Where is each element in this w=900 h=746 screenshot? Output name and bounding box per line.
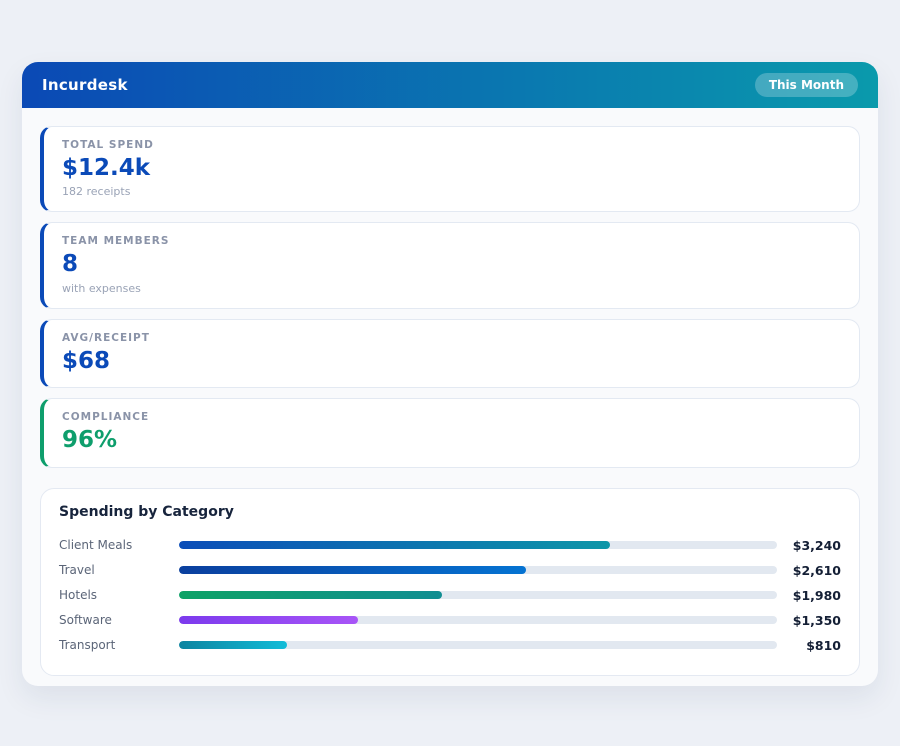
dashboard-window: Incurdesk This Month TOTAL SPEND $12.4k …: [22, 62, 878, 686]
category-value: $1,980: [792, 587, 841, 603]
category-label: Transport: [59, 638, 116, 653]
stat-value: 96%: [62, 427, 118, 454]
stat-label: AVG/RECEIPT: [62, 331, 150, 344]
chart-title: Spending by Category: [59, 503, 234, 520]
chart-row-travel: Travel $2,610: [59, 558, 841, 583]
category-label: Software: [59, 613, 112, 628]
bar-track: [179, 616, 777, 625]
stat-value: $12.4k: [62, 155, 151, 181]
category-label: Travel: [59, 563, 95, 578]
app-header: Incurdesk This Month: [22, 62, 878, 108]
stat-label: COMPLIANCE: [62, 411, 150, 424]
category-label: Hotels: [59, 588, 98, 603]
chart-row-transport: Transport $810: [59, 633, 841, 658]
stat-value: 8: [62, 251, 79, 278]
category-value: $810: [806, 637, 841, 653]
chart-row-hotels: Hotels $1,980: [59, 583, 841, 608]
stat-card-compliance: COMPLIANCE 96%: [40, 398, 860, 468]
category-value: $2,610: [792, 562, 841, 578]
category-label: Client Meals: [59, 538, 133, 553]
chart-row-software: Software $1,350: [59, 608, 841, 633]
stat-value: $68: [62, 347, 111, 374]
bar-track: [179, 591, 777, 600]
bar-fill-travel: [179, 566, 526, 575]
stat-label: TEAM MEMBERS: [62, 235, 170, 248]
stat-card-avg-receipt: AVG/RECEIPT $68: [40, 318, 860, 389]
bar-track: [179, 641, 777, 650]
stat-card-team-members: TEAM MEMBERS 8 with expenses: [40, 222, 860, 309]
app-title: Incurdesk: [42, 76, 128, 94]
bar-fill-hotels: [179, 591, 443, 600]
bar-fill-transport: [179, 641, 287, 650]
stat-label: TOTAL SPEND: [62, 139, 154, 151]
spending-by-category-card: Spending by Category Client Meals $3,240…: [40, 487, 860, 676]
category-value: $3,240: [792, 537, 841, 553]
bar-fill-software: [179, 616, 359, 625]
stat-card-total-spend: TOTAL SPEND $12.4k 182 receipts: [40, 126, 860, 213]
bar-track: [179, 566, 777, 575]
bar-track: [179, 541, 777, 550]
period-filter-badge[interactable]: This Month: [754, 73, 858, 97]
stat-subtext: 182 receipts: [62, 185, 131, 199]
bar-fill-client-meals: [179, 541, 610, 550]
chart-row-client-meals: Client Meals $3,240: [59, 533, 841, 558]
dashboard-content: TOTAL SPEND $12.4k 182 receipts TEAM MEM…: [22, 108, 878, 686]
stat-subtext: with expenses: [62, 281, 141, 295]
category-value: $1,350: [792, 612, 841, 628]
